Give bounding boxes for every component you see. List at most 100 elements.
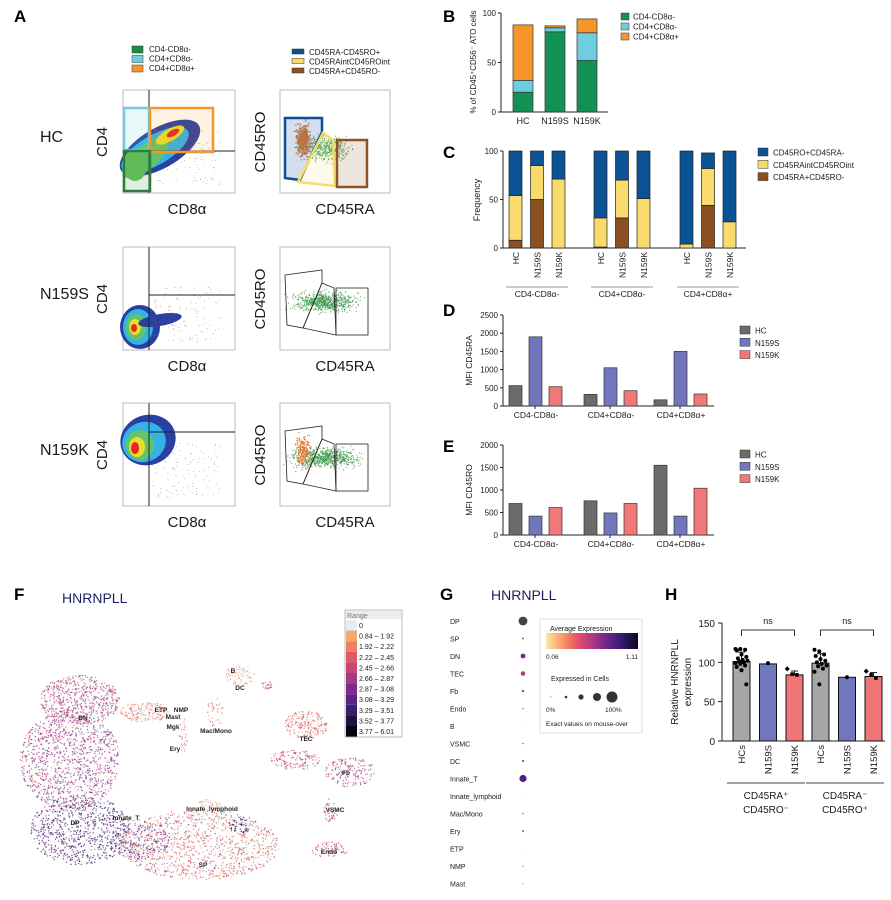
event-dot (316, 153, 318, 155)
event-dot (331, 451, 333, 453)
umap-cell (82, 725, 85, 727)
umap-cell (114, 762, 116, 765)
umap-cell (94, 709, 96, 711)
event-dot (336, 137, 338, 139)
event-dot (173, 320, 175, 322)
event-dot (293, 306, 295, 308)
umap-cell (99, 688, 101, 691)
umap-cell (62, 691, 64, 693)
umap-cell (47, 691, 49, 693)
event-dot (339, 302, 341, 305)
event-dot (218, 299, 220, 301)
umap-cell (50, 708, 53, 710)
event-dot (310, 303, 312, 305)
umap-cell (80, 698, 82, 701)
umap-cell (65, 726, 67, 728)
event-dot (297, 443, 299, 445)
umap-cell (63, 720, 66, 722)
event-dot (336, 306, 338, 308)
umap-cell (96, 712, 98, 715)
event-dot (195, 303, 197, 305)
umap-cell (76, 704, 79, 706)
event-dot (192, 309, 194, 311)
cd8-axis-label: CD8α (168, 201, 207, 218)
event-dot (306, 462, 308, 464)
umap-cell (59, 680, 62, 683)
event-dot (308, 458, 310, 460)
umap-cell (41, 732, 43, 734)
event-dot (340, 459, 343, 461)
umap-cell (91, 679, 93, 681)
umap-cell (75, 684, 77, 686)
x-tick-label: HCs (737, 745, 748, 764)
legend-label: CD4-CD8α- (633, 13, 675, 22)
event-dot (318, 313, 320, 315)
umap-cell (105, 702, 108, 705)
event-dot (345, 462, 347, 464)
event-dot (301, 307, 303, 310)
umap-cell (109, 691, 112, 694)
event-dot (292, 298, 295, 300)
umap-cell (101, 705, 104, 708)
event-dot (325, 292, 327, 294)
umap-cell (84, 675, 87, 677)
event-dot (356, 292, 359, 294)
umap-cell (91, 750, 93, 752)
event-dot (325, 151, 328, 154)
gate-legend-swatch (291, 48, 305, 55)
event-dot (213, 154, 214, 156)
umap-cell (94, 694, 96, 697)
event-dot (357, 303, 360, 305)
event-dot (352, 461, 354, 463)
event-dot (299, 304, 301, 307)
event-dot (347, 299, 349, 301)
data-point (743, 647, 748, 652)
event-dot (317, 133, 319, 135)
event-dot (327, 454, 329, 457)
umap-cell (93, 690, 95, 692)
event-dot (291, 462, 293, 464)
umap-cell (68, 744, 71, 747)
umap-cell (103, 682, 106, 684)
data-point (790, 672, 794, 676)
umap-cell (76, 706, 79, 708)
umap-cell (97, 707, 100, 710)
umap-cell (111, 704, 113, 707)
umap-cell (48, 708, 51, 710)
event-dot (168, 327, 170, 329)
event-dot (359, 463, 362, 465)
event-dot (175, 465, 177, 467)
cd4-axis-label: CD4 (94, 127, 111, 157)
event-dot (298, 453, 300, 455)
umap-cell (62, 770, 64, 772)
event-dot (331, 305, 333, 307)
umap-cell (94, 751, 96, 753)
umap-cell (38, 727, 41, 729)
event-dot (338, 467, 340, 469)
umap-cell (85, 694, 87, 696)
umap-cell (49, 798, 51, 801)
event-dot (292, 458, 294, 460)
umap-cell (86, 728, 89, 731)
umap-cell (94, 688, 97, 690)
umap-cell (70, 680, 73, 683)
event-dot (321, 294, 323, 296)
event-dot (326, 460, 328, 462)
event-dot (179, 145, 181, 147)
x-tick-label: CD4-CD8α- (514, 539, 559, 549)
umap-cell (67, 679, 70, 681)
event-dot (163, 136, 164, 138)
umap-cell (81, 734, 83, 736)
umap-cell (110, 787, 112, 789)
event-dot (343, 453, 345, 456)
umap-cell (74, 692, 76, 694)
umap-cell (112, 735, 114, 737)
event-dot (184, 325, 186, 327)
umap-cell (76, 740, 78, 742)
umap-cell (27, 750, 29, 753)
umap-cell (102, 741, 105, 743)
event-dot (325, 460, 327, 462)
event-dot (210, 457, 212, 459)
umap-cell (67, 676, 70, 678)
significance-bracket (820, 629, 874, 636)
